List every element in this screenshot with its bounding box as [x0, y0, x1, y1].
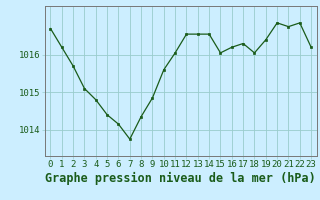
X-axis label: Graphe pression niveau de la mer (hPa): Graphe pression niveau de la mer (hPa) — [45, 172, 316, 185]
